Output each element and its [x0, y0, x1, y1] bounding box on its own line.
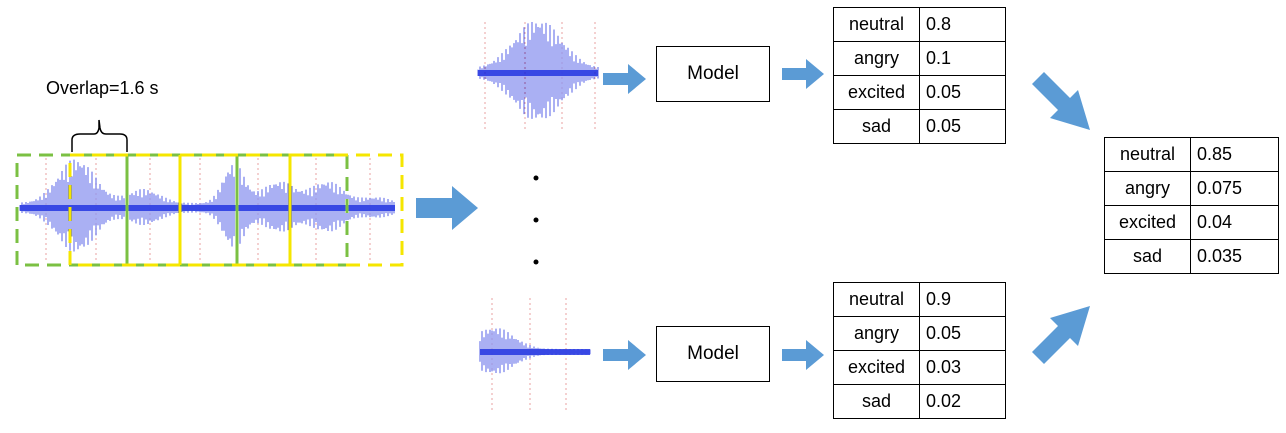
window-yellow [68, 153, 404, 267]
score-value: 0.075 [1190, 171, 1279, 206]
scores-table-final: neutral 0.85 angry 0.075 excited 0.04 sad 0.… [1104, 137, 1279, 274]
ellipsis-dot [533, 217, 539, 223]
segment-thumbnail-top [477, 21, 599, 130]
emotion-label: sad [833, 109, 920, 144]
arrow-to-segments [416, 186, 478, 230]
score-value: 0.85 [1190, 137, 1279, 172]
scores-table-bottom: neutral 0.9 angry 0.05 excited 0.03 sad 0.02 [833, 282, 1006, 419]
table-row: sad 0.05 [833, 109, 1006, 144]
arrow-top-to-final [1030, 72, 1090, 130]
score-value: 0.04 [1190, 205, 1279, 240]
table-row: angry 0.075 [1104, 171, 1279, 206]
emotion-label: excited [833, 75, 920, 110]
emotion-label: sad [1104, 239, 1191, 274]
score-value: 0.1 [919, 41, 1006, 76]
table-row: excited 0.05 [833, 75, 1006, 110]
ellipsis-dot [533, 175, 539, 181]
score-value: 0.05 [919, 75, 1006, 110]
table-row: angry 0.1 [833, 41, 1006, 76]
score-value: 0.02 [919, 384, 1006, 419]
score-value: 0.035 [1190, 239, 1279, 274]
emotion-label: neutral [1104, 137, 1191, 172]
score-value: 0.9 [919, 282, 1006, 317]
emotion-label: angry [833, 316, 920, 351]
table-row: sad 0.035 [1104, 239, 1279, 274]
table-row: angry 0.05 [833, 316, 1006, 351]
arrow-bottom-to-final [1030, 306, 1090, 364]
arrow-segment-to-model-top [603, 64, 646, 94]
ellipsis-dot [533, 259, 539, 265]
emotion-label: sad [833, 384, 920, 419]
scores-table-top: neutral 0.8 angry 0.1 excited 0.05 sad 0.05 [833, 7, 1006, 144]
emotion-label: neutral [833, 282, 920, 317]
arrow-model-to-scores-bottom [782, 340, 824, 370]
arrow-segment-to-model-bottom [603, 340, 646, 370]
table-row: sad 0.02 [833, 384, 1006, 419]
table-row: excited 0.04 [1104, 205, 1279, 240]
overlap-brace [71, 119, 128, 152]
table-row: neutral 0.9 [833, 282, 1006, 317]
segment-thumbnail-bottom [479, 298, 591, 410]
table-row: neutral 0.85 [1104, 137, 1279, 172]
score-value: 0.05 [919, 316, 1006, 351]
emotion-label: excited [833, 350, 920, 385]
overlap-label: Overlap=1.6 s [46, 78, 159, 98]
table-row: excited 0.03 [833, 350, 1006, 385]
model-box-top: Model [656, 46, 770, 102]
emotion-label: angry [1104, 171, 1191, 206]
score-value: 0.05 [919, 109, 1006, 144]
emotion-label: excited [1104, 205, 1191, 240]
full-waveform [15, 153, 404, 267]
emotion-label: angry [833, 41, 920, 76]
score-value: 0.8 [919, 7, 1006, 42]
waveform-signal [19, 159, 395, 252]
table-row: neutral 0.8 [833, 7, 1006, 42]
emotion-label: neutral [833, 7, 920, 42]
score-value: 0.03 [919, 350, 1006, 385]
arrow-model-to-scores-top [782, 59, 824, 89]
model-box-bottom: Model [656, 326, 770, 382]
